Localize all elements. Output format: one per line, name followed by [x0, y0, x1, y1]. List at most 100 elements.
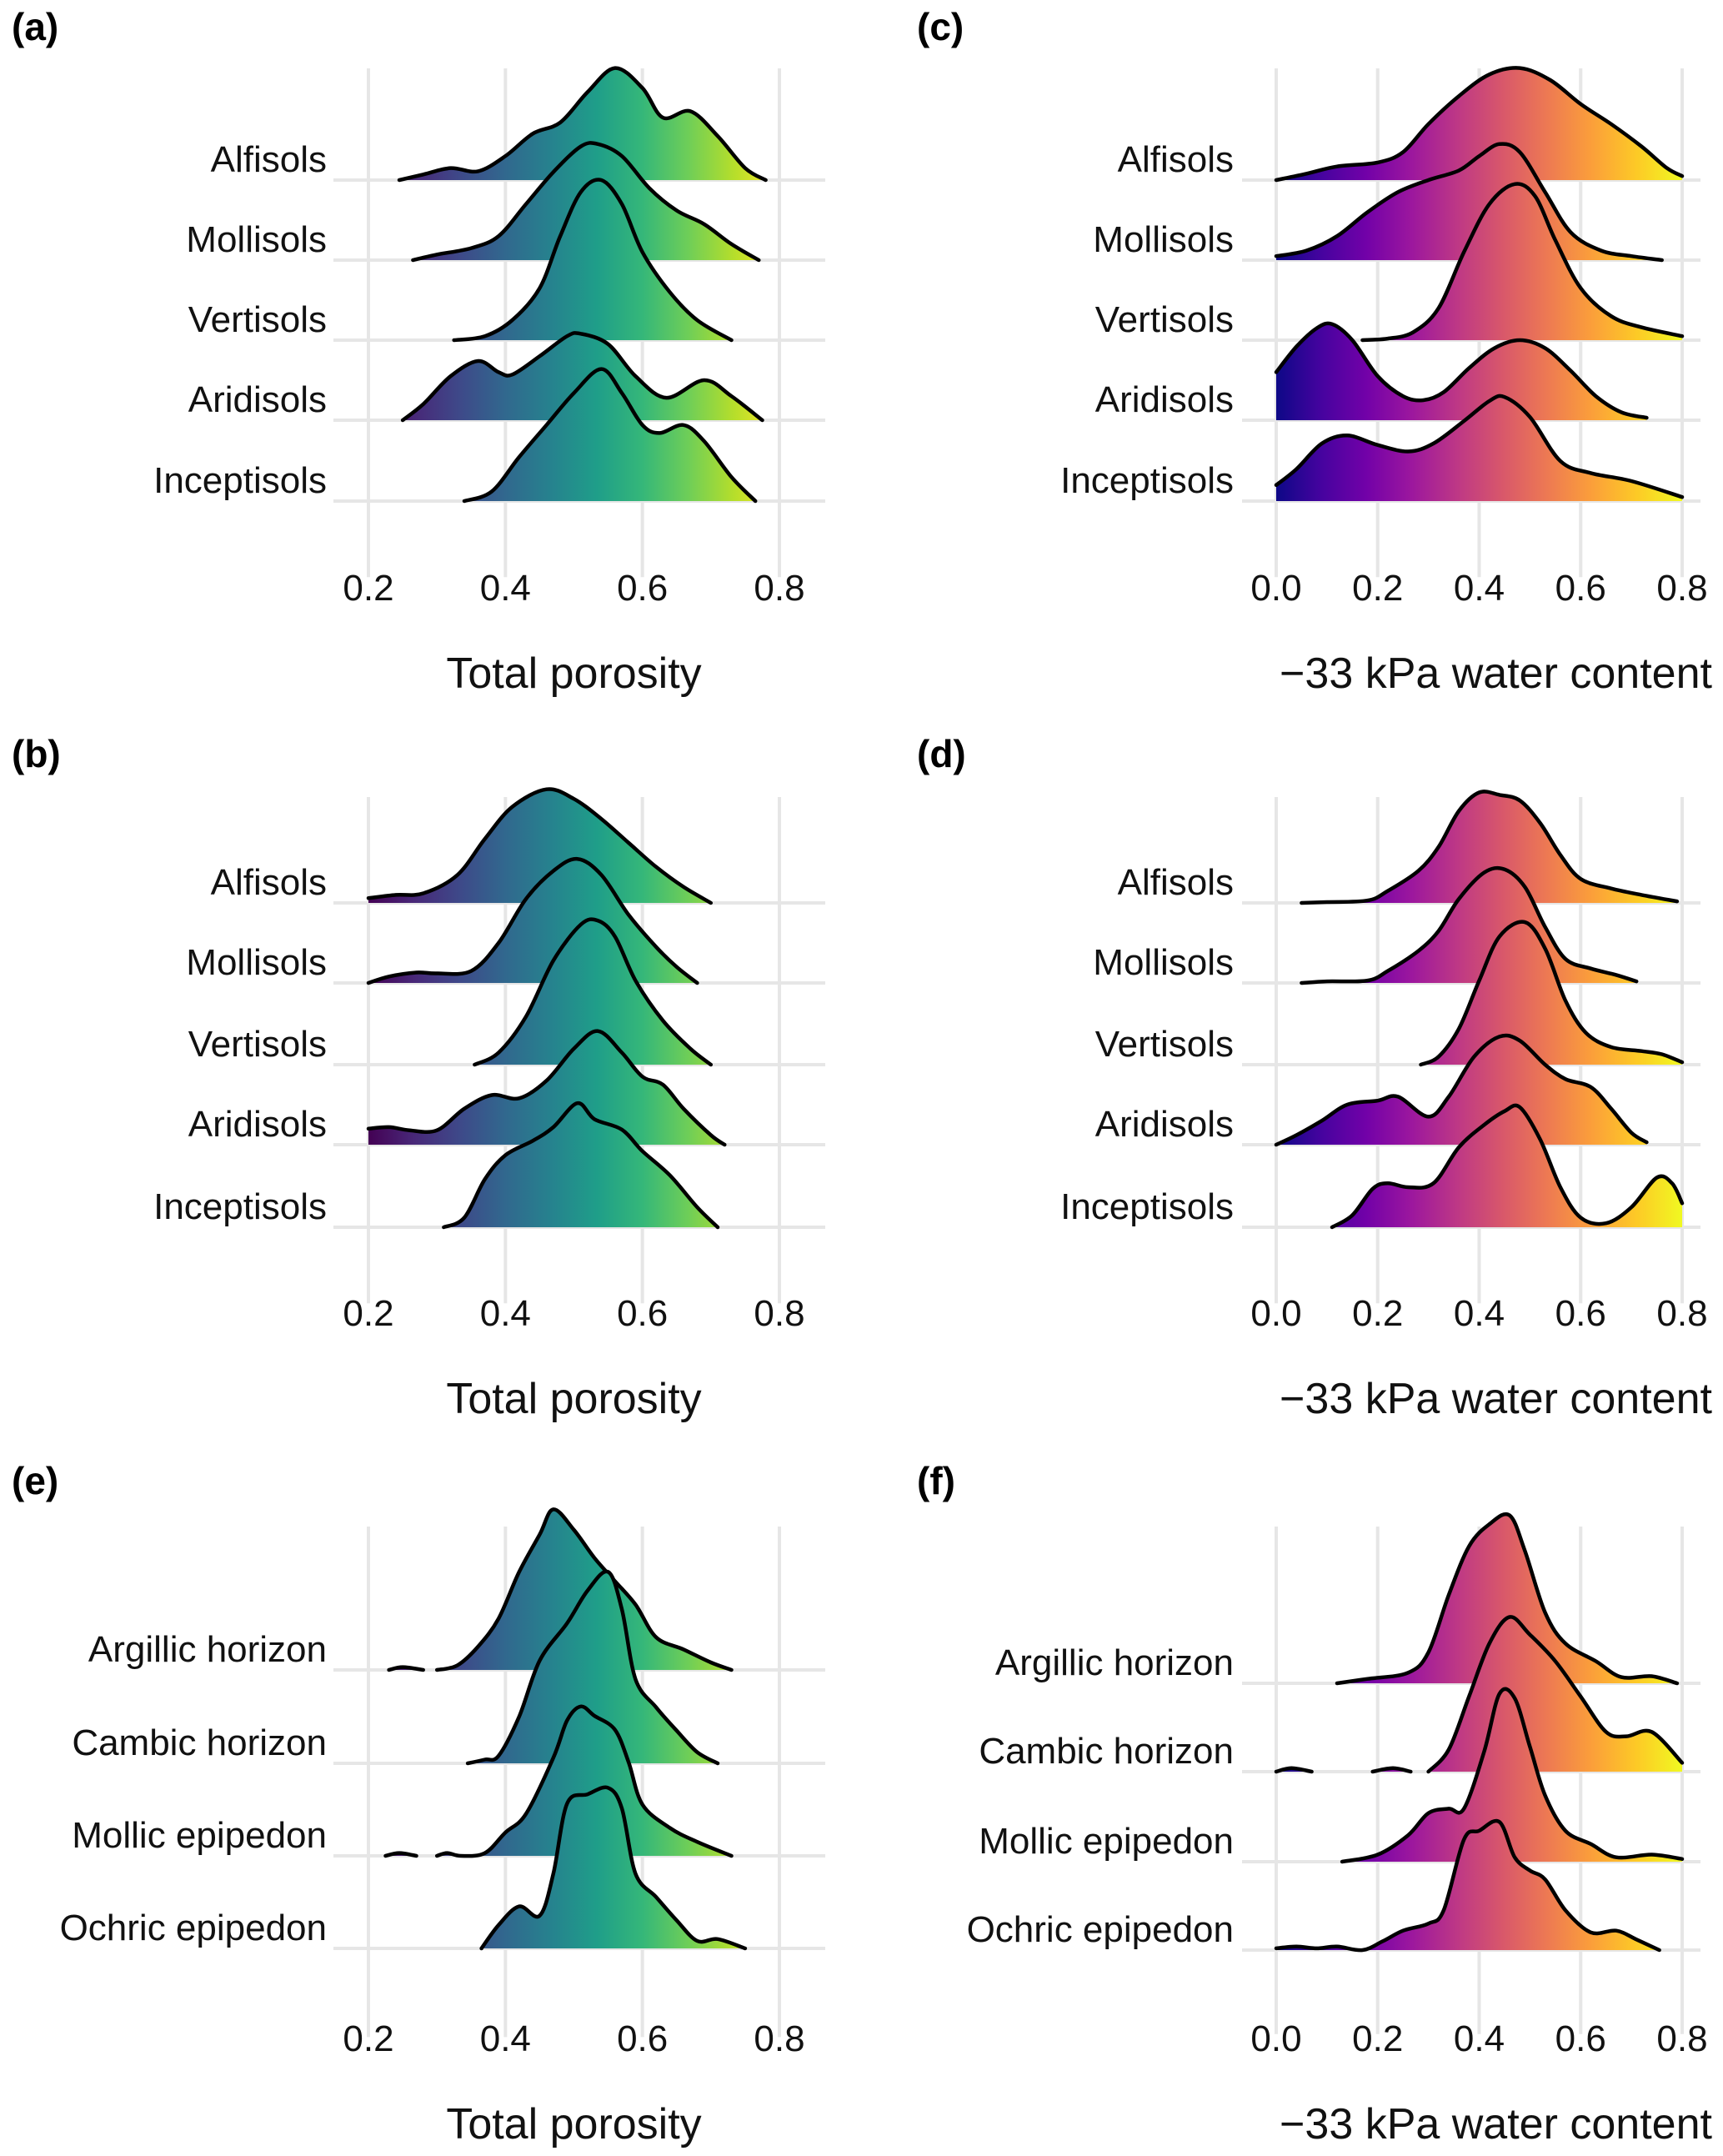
x-tick-label: 0.6: [1555, 568, 1606, 609]
ridge-alfisols: [1274, 66, 1685, 183]
x-tick-label: 0.6: [617, 1293, 668, 1334]
x-tick-label: 0.4: [1454, 1293, 1505, 1334]
x-tick-label: 0.2: [1352, 2018, 1403, 2059]
ridge-area: [453, 179, 732, 340]
category-label: Aridisols: [1095, 1104, 1234, 1145]
x-tick-label: 0.4: [480, 2018, 531, 2059]
ridge-vertisols: [473, 917, 714, 1067]
ridge-area: [1276, 1821, 1660, 1951]
x-tick-label: 0.6: [1555, 1293, 1606, 1334]
panel-label-c: (c): [917, 5, 964, 48]
category-label: Vertisols: [1095, 1024, 1234, 1065]
panel-b: (b) Alfisols Mollisols Vertisols Aridisols In…: [12, 732, 825, 1423]
x-tick-label: 0.2: [1352, 568, 1403, 609]
panel-a: (a) Alfisols Mollisols Vertisols Aridisols In…: [12, 5, 825, 698]
ridge-argillic-horizon: [387, 1507, 734, 1672]
x-tick-label: 0.8: [1656, 568, 1707, 609]
x-tick-label: 0.4: [1454, 568, 1505, 609]
ridge-outline: [465, 1569, 720, 1766]
ridge-outline: [1335, 1512, 1680, 1686]
category-label: Mollisols: [1093, 219, 1234, 260]
ridge-outline: [452, 178, 734, 343]
ridge-vertisols: [1360, 182, 1685, 343]
ridge-outline: [1426, 1615, 1685, 1774]
x-tick-label: 0.0: [1250, 1293, 1301, 1334]
ridge-area: [481, 1787, 745, 1948]
ridge-area: [1337, 1514, 1677, 1683]
ridge-alfisols: [366, 787, 714, 905]
ridge-area: [437, 1706, 732, 1857]
ridge-outline: [366, 1029, 727, 1147]
ridge-aridisols: [366, 1029, 727, 1147]
panel-d: (d) Alfisols Mollisols Vertisols Aridisols In…: [917, 732, 1712, 1423]
ridge-inceptisols: [1330, 1103, 1685, 1230]
ridge-mollisols: [1274, 142, 1664, 263]
x-tick-label: 0.2: [343, 2018, 393, 2059]
category-label: Ochric epipedon: [60, 1908, 327, 1948]
ridge-outline: [1340, 1687, 1685, 1864]
x-axis-title: −33 kPa water content: [1280, 2100, 1712, 2148]
category-label: Inceptisols: [153, 1186, 327, 1227]
ridge-outline: [387, 1665, 425, 1672]
ridge-vertisols: [1419, 920, 1685, 1067]
ridge-area: [1420, 921, 1682, 1065]
ridge-area: [1342, 1688, 1682, 1862]
category-label: Alfisols: [1118, 862, 1234, 903]
ridge-mollic-epipedon: [383, 1704, 734, 1858]
ridge-outline: [479, 1785, 748, 1951]
x-axis-title: −33 kPa water content: [1280, 1375, 1712, 1423]
panel-label-f: (f): [917, 1459, 955, 1502]
ridge-cambic-horizon: [465, 1569, 720, 1766]
ridge-aridisols: [1274, 321, 1649, 420]
category-label: Aridisols: [1095, 379, 1234, 420]
category-label: Cambic horizon: [979, 1731, 1234, 1772]
panel-f: (f) Argillic horizon Cambic horizon Mollic …: [917, 1459, 1712, 2148]
x-tick-label: 0.2: [343, 568, 393, 609]
x-axis-title: Total porosity: [446, 649, 701, 698]
ridge-outline: [1300, 790, 1680, 905]
ridge-area: [1276, 395, 1682, 501]
x-axis-title: −33 kPa water content: [1280, 649, 1712, 698]
category-label: Aridisols: [188, 379, 327, 420]
ridge-area: [1276, 68, 1682, 180]
category-label: Alfisols: [211, 862, 327, 903]
ridge-alfisols: [397, 66, 768, 183]
ridge-mollic-epipedon: [1340, 1687, 1685, 1864]
category-label: Mollic epipedon: [72, 1815, 327, 1856]
ridge-outline: [462, 367, 758, 504]
ridge-area: [443, 1103, 718, 1227]
category-label: Mollisols: [1093, 942, 1234, 983]
ridge-area: [1301, 868, 1637, 983]
ridge-outline: [397, 66, 768, 183]
x-tick-label: 0.0: [1250, 568, 1301, 609]
x-tick-label: 0.0: [1250, 2018, 1301, 2059]
x-tick-label: 0.6: [1555, 2018, 1606, 2059]
x-tick-label: 0.8: [754, 1293, 804, 1334]
x-tick-label: 0.6: [617, 568, 668, 609]
category-label: Aridisols: [188, 1104, 327, 1145]
ridge-outline: [1419, 920, 1685, 1067]
x-axis-title: Total porosity: [446, 1375, 701, 1423]
panel-label-d: (d): [917, 732, 966, 775]
ridge-outline: [366, 787, 714, 905]
ridge-outline: [434, 1507, 734, 1672]
x-tick-label: 0.2: [1352, 1293, 1403, 1334]
ridge-outline: [1274, 1033, 1649, 1147]
ridge-outline: [1274, 142, 1664, 263]
ridge-area: [1276, 323, 1647, 420]
ridge-outline: [1274, 394, 1685, 499]
ridge-outline: [1300, 865, 1639, 985]
ridge-outline: [1274, 321, 1649, 420]
ridge-outline: [1274, 66, 1685, 183]
ridge-outline: [473, 917, 714, 1067]
x-tick-label: 0.8: [754, 2018, 804, 2059]
ridge-inceptisols: [442, 1101, 720, 1230]
ridge-outline: [1330, 1103, 1685, 1230]
x-tick-label: 0.8: [1656, 1293, 1707, 1334]
ridge-outline: [1360, 182, 1685, 343]
x-tick-label: 0.2: [343, 1293, 393, 1334]
panel-e: (e) Argillic horizon Cambic horizon Mollic …: [12, 1459, 825, 2148]
ridge-inceptisols: [462, 367, 758, 504]
ridge-area: [1276, 1035, 1647, 1145]
